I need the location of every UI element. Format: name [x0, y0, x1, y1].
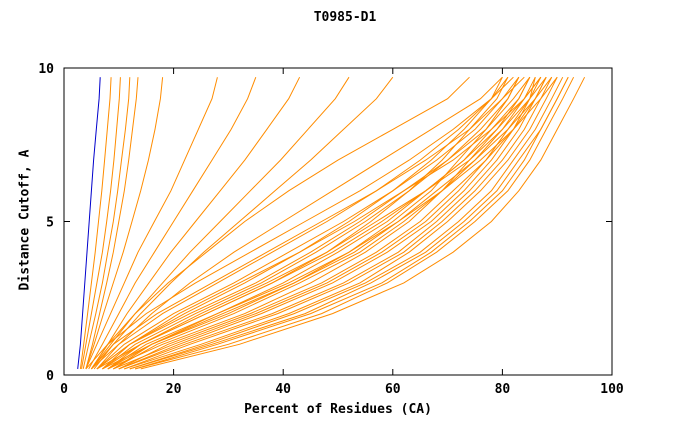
series-curve-37	[118, 77, 536, 370]
y-tick-label: 10	[38, 62, 54, 77]
series-curve-17	[118, 76, 547, 370]
x-tick-label: 80	[495, 382, 511, 397]
x-tick-label: 60	[385, 382, 401, 397]
series-curve-01	[79, 77, 112, 369]
x-axis-label: Percent of Residues (CA)	[244, 402, 432, 417]
chart-title: T0985-D1	[313, 10, 377, 25]
series-curve-16	[113, 76, 542, 370]
series-curve-27	[91, 76, 509, 370]
series-curve-34	[96, 76, 542, 370]
series-curve-05	[85, 77, 164, 370]
series-curve-14	[102, 76, 520, 370]
series-curve-04	[85, 77, 139, 370]
series-curve-22	[96, 76, 503, 370]
series-curve-29	[102, 76, 531, 370]
x-tick-label: 20	[166, 382, 182, 397]
series-curve-24	[107, 76, 531, 370]
series-curve-28	[96, 76, 520, 370]
series-curve-39	[129, 76, 564, 370]
series-curve-20	[135, 76, 575, 370]
x-tick-label: 100	[600, 382, 624, 397]
series-curve-06	[85, 77, 218, 370]
y-tick-label: 0	[46, 369, 54, 384]
series-curve-07	[88, 77, 257, 370]
series-curve-08	[90, 76, 301, 370]
plot-frame	[63, 67, 613, 376]
series-curve-32	[85, 76, 514, 370]
x-tick-label: 40	[275, 382, 291, 397]
series-curve-11	[90, 76, 470, 370]
series-curve-09	[91, 76, 350, 370]
series-curve-33	[91, 76, 525, 370]
series-curve-02	[81, 77, 121, 369]
series-curve-10	[93, 76, 394, 370]
series-curve-blue	[77, 77, 101, 369]
series-curve-12	[96, 76, 503, 370]
series-curve-36	[107, 76, 558, 370]
x-tick-label: 0	[60, 382, 68, 397]
series-curve-03	[82, 77, 131, 370]
series-curve-15	[107, 76, 531, 370]
series-curve-25	[113, 76, 536, 370]
series-curve-21	[140, 76, 586, 370]
series-curve-40	[135, 76, 569, 370]
series-curve-26	[118, 76, 547, 370]
series-curve-30	[107, 76, 542, 370]
series-curve-38	[124, 76, 553, 370]
y-tick-label: 5	[46, 216, 54, 231]
series-curve-18	[124, 76, 558, 370]
series-curve-23	[102, 76, 520, 370]
series-curve-35	[102, 76, 547, 370]
